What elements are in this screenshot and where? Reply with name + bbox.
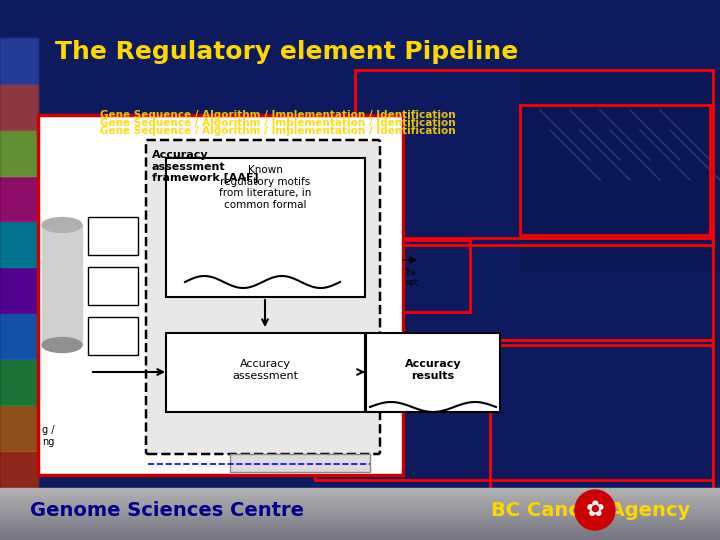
Bar	[0, 359, 38, 405]
Bar	[315, 240, 470, 312]
Bar	[0, 498, 720, 500]
Bar	[0, 521, 720, 523]
Text: Known
regulatory motifs
from literature, in
common formal: Known regulatory motifs from literature,…	[219, 165, 311, 210]
Bar	[0, 531, 720, 533]
Bar	[88, 317, 138, 355]
Bar	[490, 340, 713, 495]
Bar	[0, 505, 720, 507]
Text: Accuracy
assessment: Accuracy assessment	[232, 359, 298, 381]
Bar	[0, 514, 720, 516]
Bar	[0, 495, 720, 497]
Bar	[0, 509, 720, 510]
Bar	[0, 517, 720, 519]
Bar	[0, 490, 720, 491]
Bar	[0, 488, 720, 490]
Text: BC Cancer Agency: BC Cancer Agency	[491, 501, 690, 519]
Bar	[0, 504, 720, 505]
Bar	[0, 38, 38, 497]
Bar	[0, 535, 720, 537]
Bar	[0, 502, 720, 504]
Bar	[42, 225, 82, 345]
Bar	[0, 510, 720, 512]
Text: g /
ng: g / ng	[42, 425, 55, 447]
Bar	[88, 217, 138, 255]
Text: Gene Sequence / Algorithm / Implementation / Identification: Gene Sequence / Algorithm / Implementati…	[100, 110, 456, 120]
Text: Gene Sequence / Algorithm / Implementation / Identification: Gene Sequence / Algorithm / Implementati…	[100, 126, 456, 136]
Bar	[315, 340, 713, 480]
Bar	[0, 491, 720, 493]
Bar	[0, 523, 720, 524]
Bar	[315, 238, 713, 345]
Circle shape	[575, 490, 615, 530]
FancyBboxPatch shape	[166, 158, 365, 297]
Bar	[0, 526, 720, 528]
Bar	[0, 530, 720, 531]
Text: Accuracy
assessment
framework [AAF]: Accuracy assessment framework [AAF]	[152, 150, 258, 184]
Bar	[0, 451, 38, 497]
FancyBboxPatch shape	[146, 140, 380, 454]
Bar	[0, 493, 720, 495]
Bar	[88, 267, 138, 305]
Bar	[0, 537, 720, 538]
Text: Genome Sciences Centre: Genome Sciences Centre	[30, 501, 304, 519]
Bar	[355, 70, 713, 245]
Text: Tra
apt: Tra apt	[405, 268, 418, 287]
Bar	[38, 115, 403, 475]
Ellipse shape	[42, 338, 82, 353]
Text: ✿: ✿	[585, 500, 604, 520]
Bar	[0, 524, 720, 526]
Bar	[0, 519, 720, 521]
Bar	[0, 84, 38, 130]
Bar	[0, 533, 720, 535]
Bar	[0, 507, 720, 509]
Bar	[0, 130, 38, 176]
Bar	[0, 221, 38, 267]
Bar	[0, 512, 720, 514]
Bar	[0, 500, 720, 502]
FancyBboxPatch shape	[166, 333, 365, 412]
Bar	[0, 516, 720, 517]
Bar	[0, 313, 38, 359]
Bar	[0, 538, 720, 540]
Bar	[0, 267, 38, 313]
FancyBboxPatch shape	[366, 333, 500, 412]
Ellipse shape	[42, 218, 82, 233]
Bar	[0, 405, 38, 451]
Bar	[0, 38, 38, 84]
Bar	[0, 497, 720, 498]
Bar	[520, 105, 710, 235]
Bar	[0, 176, 38, 221]
Bar	[0, 528, 720, 530]
Text: Gene Sequence / Algorithm / Implementation / Identification: Gene Sequence / Algorithm / Implementati…	[100, 118, 456, 128]
Bar	[230, 454, 370, 472]
Text: Accuracy
results: Accuracy results	[405, 359, 462, 381]
Text: The Regulatory element Pipeline: The Regulatory element Pipeline	[55, 40, 518, 64]
Bar	[520, 70, 720, 270]
